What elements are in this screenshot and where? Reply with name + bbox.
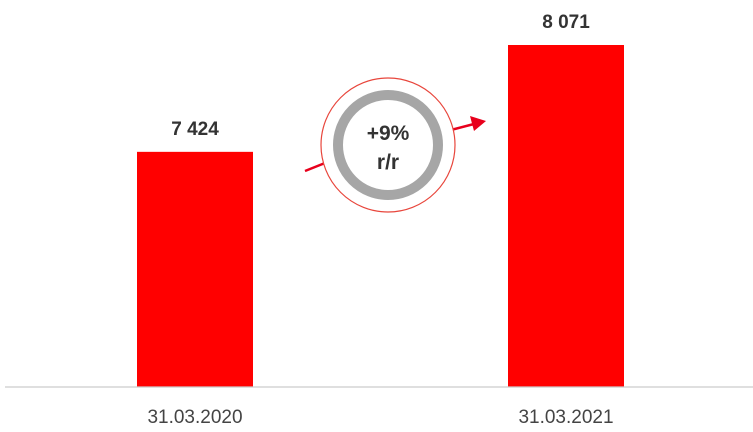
bar-value-label-0: 7 424: [171, 119, 219, 140]
badge-percent-text: +9%: [367, 122, 410, 145]
bar-value-label-1: 8 071: [542, 12, 590, 33]
growth-badge: +9% r/r: [304, 77, 486, 213]
x-tick-label-1: 31.03.2021: [518, 407, 613, 428]
badge-period-text: r/r: [377, 151, 399, 174]
badge-ring-circle: [333, 90, 443, 200]
bars-layer: [137, 45, 624, 387]
x-tick-label-0: 31.03.2020: [147, 407, 242, 428]
bar-0: [137, 151, 253, 387]
arrow-head-icon: [470, 116, 486, 131]
bar-1: [508, 45, 624, 387]
labels-layer: 7 424 31.03.2020 8 071 31.03.2021: [147, 12, 613, 428]
